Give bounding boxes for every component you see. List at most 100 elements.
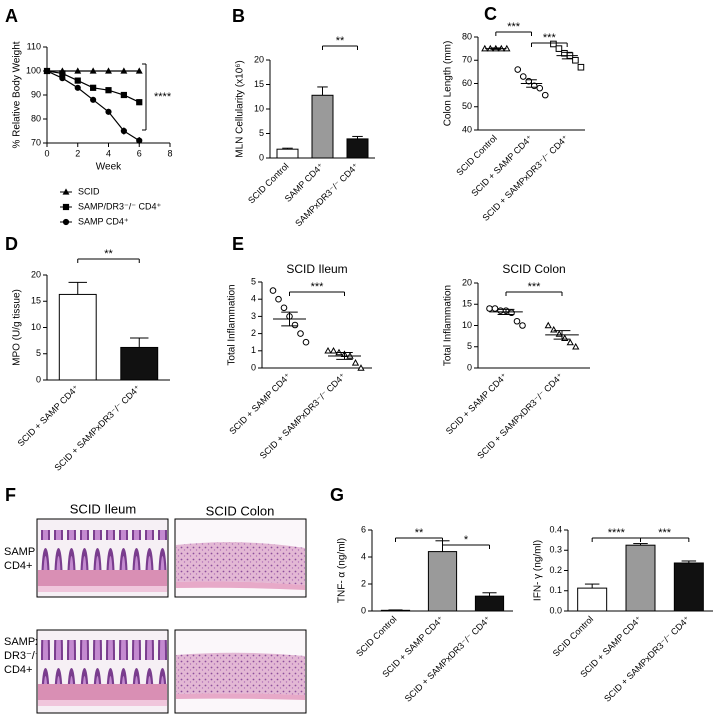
y-tick-label: 15 (254, 79, 264, 89)
marker (269, 287, 277, 294)
y-axis-label: Total Inflammation (443, 285, 454, 366)
marker (514, 66, 522, 73)
significance: *** (528, 281, 542, 293)
column-title: SCID Colon (206, 503, 275, 518)
marker (519, 73, 527, 80)
y-tick-label: 5 (251, 276, 256, 286)
x-tick-label: 8 (167, 148, 172, 158)
bar (577, 587, 608, 612)
row-label: DR3⁻/⁻ (4, 650, 41, 662)
marker (550, 40, 557, 48)
y-tick-label: 3 (251, 311, 256, 321)
x-tick-label: SCID + SAMP CD4⁺ (16, 383, 81, 448)
x-tick-label: 2 (75, 148, 80, 158)
bar (625, 544, 656, 612)
marker (105, 108, 112, 115)
panel-letter: D (5, 234, 18, 254)
marker (561, 334, 569, 341)
marker (577, 63, 585, 71)
column-title: SCID Ileum (70, 501, 136, 516)
bar (120, 346, 159, 381)
y-tick-label: 50 (462, 101, 472, 111)
y-tick-label: 10 (462, 320, 472, 330)
marker (105, 87, 112, 94)
marker (90, 84, 97, 91)
y-tick-label: 15 (31, 296, 41, 306)
histology-image (36, 629, 169, 714)
panel-letter: C (484, 4, 497, 24)
row-label: CD4+ (4, 664, 32, 676)
marker (291, 321, 299, 329)
marker (572, 56, 579, 64)
marker (555, 330, 563, 337)
x-tick-label: SCID Control (354, 614, 399, 659)
y-tick-label: 0.3 (549, 545, 562, 555)
bar (380, 609, 411, 612)
y-axis-label: % Relative Body Weight (12, 41, 23, 148)
x-tick-label: 6 (137, 148, 142, 158)
panel-letter: B (232, 6, 245, 26)
histology-image (174, 518, 307, 598)
y-tick-label: 110 (27, 41, 41, 51)
x-tick-label: 4 (106, 148, 111, 158)
y-tick-label: 15 (462, 299, 472, 309)
marker (136, 99, 143, 106)
y-tick-label: 5 (36, 348, 41, 358)
significance: **** (154, 91, 172, 103)
x-tick-label: 0 (44, 148, 49, 158)
marker (566, 338, 574, 346)
bar (427, 551, 458, 612)
marker (486, 305, 493, 312)
y-tick-label: 10 (254, 103, 264, 113)
significance: *** (311, 281, 325, 293)
y-tick-label: 60 (462, 78, 472, 88)
panel-letter: E (232, 234, 244, 254)
marker (351, 359, 360, 366)
y-tick-label: 20 (31, 269, 41, 279)
y-tick-label: 0.2 (549, 565, 562, 575)
significance: *** (543, 32, 557, 44)
marker (513, 317, 521, 325)
marker (120, 127, 127, 135)
legend-label: SCID (78, 186, 100, 196)
y-tick-label: 80 (462, 31, 472, 41)
y-tick-label: 4 (251, 294, 256, 304)
marker (324, 346, 332, 354)
y-axis-label: IFN- γ (ng/ml) (533, 540, 544, 601)
y-tick-label: 0.0 (549, 605, 562, 615)
y-tick-label: 20 (254, 54, 264, 64)
marker (555, 45, 563, 52)
y-axis-label: Total Inflammation (227, 284, 238, 365)
y-axis-label: TNF- α (ng/ml) (337, 538, 348, 603)
y-tick-label: 0.1 (549, 585, 562, 595)
y-tick-label: 0 (259, 152, 264, 162)
y-axis-label: MLN Cellularity (x10⁶) (235, 60, 246, 157)
marker (357, 364, 365, 371)
y-tick-label: 4 (361, 551, 366, 561)
chart-title: SCID Colon (502, 262, 565, 276)
y-axis-label: MPO (U/g tissue) (12, 289, 23, 366)
bar (346, 138, 369, 159)
marker (120, 91, 127, 99)
significance: ** (415, 527, 424, 539)
y-tick-label: 0 (361, 605, 366, 615)
x-tick-label: SCID + SAMPxDR3⁻/⁻ CD4⁺ (403, 614, 493, 704)
y-tick-label: 0.4 (549, 524, 562, 534)
histology-image (174, 629, 307, 714)
y-tick-label: 70 (31, 137, 41, 147)
legend-label: SAMP CD4⁺ (78, 216, 129, 226)
marker (297, 330, 304, 337)
marker (544, 321, 552, 329)
significance: **** (608, 527, 626, 539)
marker (105, 67, 112, 74)
marker (120, 67, 128, 74)
y-tick-label: 5 (259, 128, 264, 138)
marker (74, 84, 81, 91)
significance: * (464, 534, 469, 546)
x-tick-label: SCID + SAMP CD4⁺ (227, 371, 292, 436)
marker (74, 77, 81, 84)
marker (59, 75, 66, 82)
y-tick-label: 2 (361, 578, 366, 588)
